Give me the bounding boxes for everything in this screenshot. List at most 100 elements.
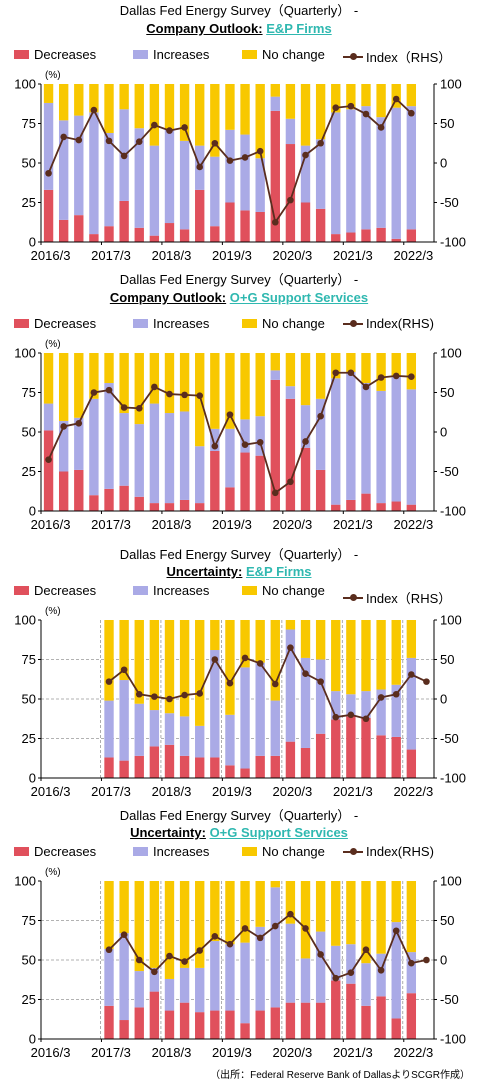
bar-increases [300, 958, 311, 1003]
legend-label: Index(RHS) [366, 844, 434, 859]
bar-decreases [391, 736, 401, 778]
bar-no-change [225, 84, 235, 130]
bar-increases [315, 659, 326, 734]
bar-no-change [300, 620, 311, 658]
bar-increases [331, 378, 341, 505]
bar-no-change [225, 881, 235, 945]
bar-increases [210, 428, 220, 451]
bar-decreases [315, 208, 326, 242]
index-point [377, 694, 385, 701]
bar-increases [164, 129, 175, 224]
bar-decreases [134, 496, 144, 511]
bar-no-change [300, 881, 311, 959]
bar-decreases [391, 1018, 401, 1039]
bar-increases [134, 128, 144, 228]
bar-increases [391, 107, 401, 239]
bar-decreases [255, 755, 265, 778]
bar-no-change [315, 620, 326, 660]
index-point [196, 163, 204, 171]
bar-increases [43, 403, 54, 431]
index-point [241, 154, 249, 161]
y-tick-label: 100 [14, 77, 36, 92]
index-point [271, 922, 279, 930]
bar-no-change [43, 84, 54, 103]
decreases-swatch [14, 847, 29, 856]
y-tick-label-right: 50 [440, 652, 454, 667]
bar-no-change [210, 84, 220, 157]
x-tick-label: 2016/3 [31, 1045, 71, 1060]
bar-no-change [391, 620, 401, 685]
index-point [317, 412, 324, 420]
y-tick-label-right: 100 [440, 874, 462, 889]
bar-increases [43, 102, 54, 190]
bar-decreases [255, 455, 265, 511]
bar-increases [104, 132, 114, 227]
chart-title: Dallas Fed Energy Survey（Quarterly） - [119, 272, 359, 287]
bar-increases [240, 942, 250, 1024]
y-tick-label-right: -100 [440, 235, 466, 250]
bar-decreases [58, 219, 69, 242]
bar-decreases [179, 1002, 190, 1039]
x-tick-label: 2018/3 [152, 1045, 192, 1060]
y-tick-label: 0 [29, 771, 36, 786]
bar-no-change [149, 84, 160, 146]
bar-no-change [134, 881, 144, 972]
legend-decreases: Decreases [14, 316, 96, 331]
bar-increases [58, 120, 69, 220]
bar-decreases [361, 1005, 371, 1039]
index-point [166, 952, 173, 960]
bar-no-change [315, 84, 326, 140]
bar-increases [210, 650, 220, 758]
index-point [181, 391, 188, 399]
index-line-icon [343, 52, 363, 61]
index-point [377, 966, 385, 974]
x-tick-label: 2016/3 [31, 784, 71, 799]
subtitle-segment: E&P Firms [266, 21, 332, 36]
index-point [226, 411, 234, 418]
bar-no-change [104, 84, 114, 133]
x-tick-label: 2019/3 [212, 1045, 252, 1060]
y-tick-label: 50 [22, 692, 36, 707]
legend-label: No change [262, 47, 325, 62]
bar-increases [255, 416, 265, 456]
decreases-swatch [14, 586, 29, 595]
index-point [302, 151, 309, 159]
bar-increases [270, 887, 280, 1008]
index-point [151, 968, 158, 976]
bar-increases [104, 948, 114, 1006]
bar-no-change [104, 353, 114, 384]
y-tick-label: 0 [29, 1032, 36, 1047]
bar-increases [285, 923, 296, 1003]
bar-increases [315, 139, 326, 209]
index-point [60, 423, 67, 430]
bar-increases [376, 953, 386, 997]
legend-no-change: No change [242, 316, 325, 331]
y-unit-label: (%) [45, 339, 61, 350]
index-point [166, 390, 173, 398]
bar-decreases [361, 717, 371, 778]
y-tick-label-right: -50 [440, 195, 459, 210]
bar-no-change [270, 620, 280, 701]
bar-no-change [331, 620, 341, 692]
bar-decreases [331, 719, 341, 778]
y-unit-label: (%) [45, 70, 61, 81]
legend-label: Decreases [34, 583, 97, 598]
bar-decreases [74, 469, 84, 511]
bar-decreases [240, 452, 250, 511]
y-tick-label: 75 [22, 652, 36, 667]
bar-increases [300, 145, 311, 203]
bar-increases [255, 662, 265, 756]
bar-increases [149, 710, 160, 747]
index-point [181, 958, 188, 965]
bar-no-change [179, 353, 190, 412]
legend-increases: Increases [133, 47, 209, 62]
index-line-icon [343, 319, 363, 328]
bar-increases [119, 680, 129, 761]
index-point [317, 139, 324, 147]
bar-decreases [104, 488, 114, 511]
index-point [211, 656, 219, 663]
bar-increases [255, 158, 265, 212]
bar-no-change [134, 620, 144, 704]
bar-no-change [255, 620, 265, 663]
y-tick-label-right: 50 [440, 913, 454, 928]
